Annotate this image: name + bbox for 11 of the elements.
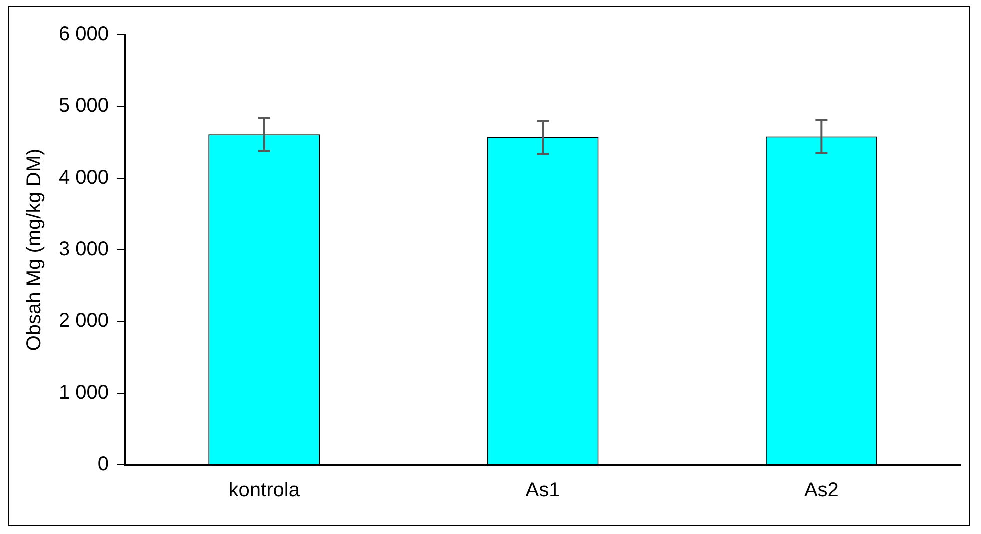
x-tick-label: As1: [526, 480, 560, 502]
y-tick-label: 0: [98, 454, 110, 476]
y-tick-label: 2 000: [58, 310, 110, 332]
x-tick-label: As2: [804, 480, 839, 502]
y-tick-label: 1 000: [58, 382, 110, 404]
y-axis-title: Obsah Mg (mg/kg DM): [24, 148, 46, 352]
y-tick-label: 6 000: [58, 24, 110, 46]
x-tick-label: kontrola: [228, 480, 301, 502]
y-tick-label: 4 000: [58, 166, 110, 189]
y-tick-label: 3 000: [58, 238, 110, 261]
y-tick-label: 5 000: [58, 95, 110, 118]
